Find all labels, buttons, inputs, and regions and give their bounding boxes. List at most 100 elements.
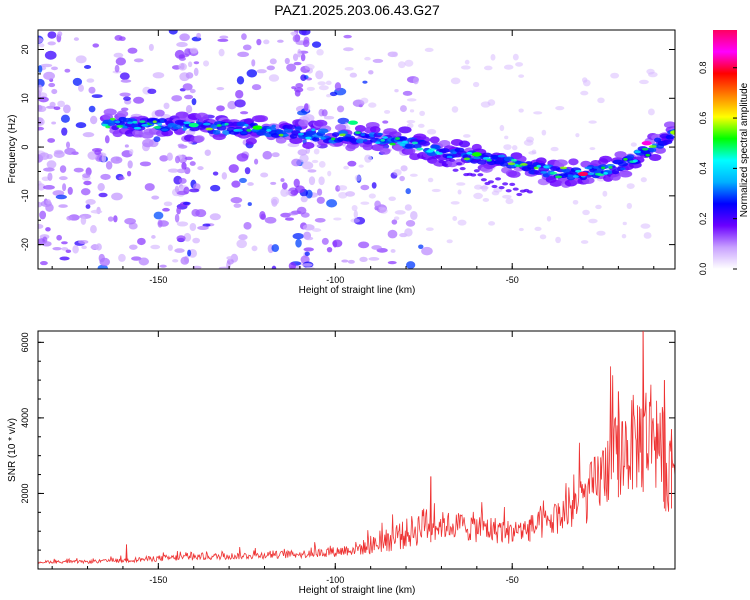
heatmap-cell — [299, 154, 309, 163]
heatmap-cell — [523, 139, 534, 146]
heatmap-cell — [159, 264, 167, 268]
heatmap-cell — [161, 128, 169, 132]
heatmap-cell — [402, 140, 408, 144]
heatmap-cell — [577, 171, 588, 177]
heatmap-cell — [308, 176, 316, 186]
heatmap-cell — [193, 67, 199, 77]
heatmap-cell — [648, 153, 662, 161]
heatmap-cell — [603, 172, 608, 175]
heatmap-cell — [507, 162, 516, 166]
heatmap-cell — [39, 152, 50, 160]
heatmap-cell — [38, 84, 43, 94]
heatmap-cell — [393, 216, 400, 221]
heatmap-cell — [246, 69, 258, 78]
heatmap-cell — [491, 190, 500, 196]
heatmap-cell — [176, 42, 188, 48]
heatmap-cell — [254, 115, 268, 123]
heatmap-cell — [297, 149, 308, 156]
heatmap-cell — [270, 181, 277, 185]
heatmap-cell — [662, 139, 673, 145]
heatmap-cell — [497, 154, 506, 158]
heatmap-cell — [147, 88, 157, 95]
heatmap-cell — [65, 249, 72, 253]
heatmap-cell — [491, 184, 498, 189]
heatmap-cell — [90, 115, 98, 125]
heatmap-cell — [183, 232, 192, 242]
heatmap-cell — [228, 164, 239, 173]
heatmap-cell — [595, 204, 602, 210]
heatmap-cell — [278, 133, 284, 137]
heatmap-cell — [502, 194, 512, 199]
heatmap-cell — [347, 259, 355, 264]
heatmap-cell — [610, 72, 620, 79]
heatmap-cell — [341, 259, 349, 263]
heatmap-cell — [398, 126, 412, 134]
heatmap-cell — [157, 122, 163, 126]
heatmap-cell — [184, 94, 194, 100]
heatmap-cell — [630, 142, 637, 147]
heatmap-cell — [317, 81, 326, 86]
heatmap-cell — [300, 195, 308, 203]
heatmap-cell — [188, 122, 199, 128]
heatmap-cell — [47, 41, 56, 46]
heatmap-cell — [239, 177, 247, 183]
heatmap-cell — [394, 210, 406, 215]
heatmap-cell — [231, 180, 241, 188]
heatmap-cell — [43, 71, 55, 81]
heatmap-cell — [632, 159, 638, 163]
heatmap-cell — [354, 174, 362, 182]
heatmap-cell — [141, 124, 149, 127]
heatmap-cell — [626, 183, 635, 189]
heatmap-cell — [127, 47, 138, 54]
snr-frame — [37, 330, 676, 570]
heatmap-cell — [271, 244, 280, 253]
heatmap-cell — [166, 152, 173, 161]
heatmap-cell — [400, 165, 408, 172]
y-tick-label: 2000 — [20, 483, 30, 503]
heatmap-cell — [387, 229, 398, 239]
heatmap-cell — [85, 199, 96, 205]
spectrogram-y-axis-label: Frequency (Hz) — [7, 115, 18, 184]
heatmap-cell — [62, 183, 67, 192]
heatmap-cell — [205, 127, 214, 131]
heatmap-cell — [550, 146, 559, 152]
heatmap-cell — [456, 162, 463, 166]
heatmap-cell — [217, 38, 229, 42]
heatmap-cell — [291, 31, 296, 36]
heatmap-cell — [582, 79, 591, 87]
heatmap-cell — [83, 180, 92, 186]
heatmap-cell — [216, 105, 225, 112]
heatmap-cell — [555, 106, 565, 111]
heatmap-cell — [402, 90, 413, 96]
heatmap-cell — [64, 68, 71, 73]
heatmap-cell — [256, 38, 262, 46]
heatmap-cell — [384, 109, 391, 114]
heatmap-cell — [470, 173, 477, 177]
x-tick-label: -150 — [149, 275, 167, 285]
heatmap-cell — [487, 180, 494, 184]
heatmap-cell — [597, 97, 605, 104]
heatmap-cell — [41, 241, 52, 247]
heatmap-cell — [172, 124, 182, 130]
heatmap-cell — [528, 151, 537, 155]
y-tick-label: -20 — [20, 238, 30, 251]
heatmap-cell — [234, 99, 246, 108]
heatmap-cell — [271, 198, 278, 207]
heatmap-cell — [481, 152, 493, 158]
heatmap-cell — [316, 49, 324, 56]
heatmap-cell — [107, 216, 114, 222]
heatmap-cell — [337, 185, 348, 191]
heatmap-cell — [326, 246, 333, 253]
heatmap-cell — [298, 30, 311, 36]
heatmap-cell — [626, 154, 635, 160]
heatmap-cell — [122, 125, 128, 129]
heatmap-cell — [131, 256, 142, 261]
heatmap-cell — [113, 215, 118, 223]
heatmap-cell — [119, 92, 131, 97]
heatmap-cell — [233, 203, 242, 208]
heatmap-cell — [180, 256, 190, 265]
heatmap-cell — [463, 157, 471, 161]
heatmap-cell — [47, 172, 53, 182]
heatmap-cell — [78, 239, 89, 245]
heatmap-cell — [596, 230, 606, 236]
